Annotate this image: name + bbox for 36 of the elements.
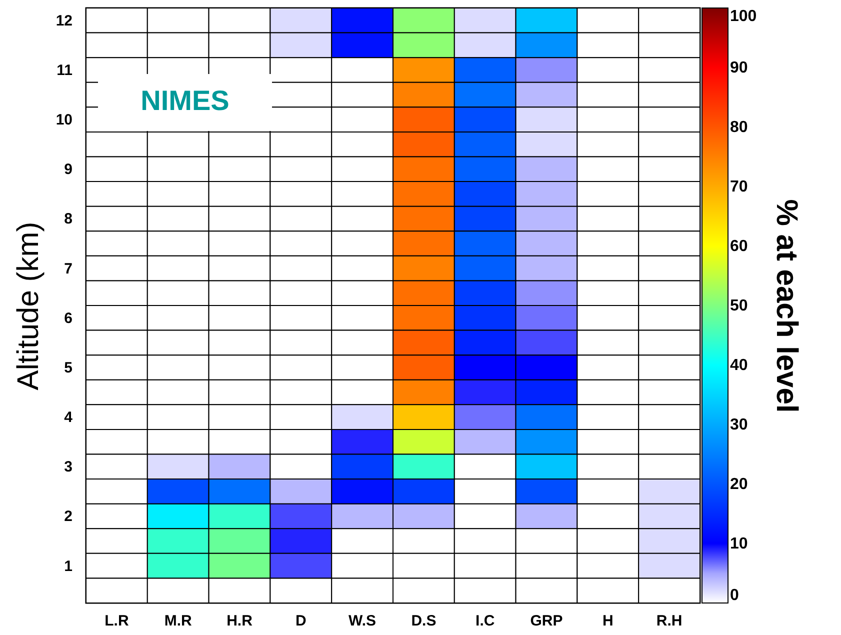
x-tick-label: H <box>602 612 614 630</box>
color-bar-label: 0 <box>730 587 739 604</box>
x-tick-label: L.R <box>104 612 129 630</box>
color-bar-label: 90 <box>730 60 748 76</box>
y-tick-label: 1 <box>64 558 72 575</box>
y-tick-label: 3 <box>64 458 72 476</box>
y-tick-label: 12 <box>56 12 72 30</box>
y-tick-label: 10 <box>56 112 72 129</box>
y-tick-label: 6 <box>64 310 72 327</box>
color-bar-title: % at each level <box>770 199 803 413</box>
color-bar-label: 20 <box>730 476 748 493</box>
color-bar-label: 100 <box>730 8 757 25</box>
y-tick-label: 11 <box>56 62 72 79</box>
y-tick-label: 7 <box>64 260 72 278</box>
x-tick-label: M.R <box>164 612 192 630</box>
y-tick-label: 9 <box>64 161 72 178</box>
color-bar-label: 30 <box>730 416 748 434</box>
x-tick-label: R.H <box>656 612 682 630</box>
x-tick-label: D <box>295 612 306 630</box>
y-tick-label: 5 <box>64 359 72 376</box>
color-bar-label: 40 <box>730 357 748 374</box>
x-tick-label: W.S <box>348 612 376 630</box>
x-tick-label: I.C <box>476 612 495 630</box>
x-tick-label: H.R <box>226 612 253 630</box>
color-bar-label: 80 <box>730 119 748 136</box>
annotation: NIMES <box>140 85 230 116</box>
color-bar-label: 60 <box>730 238 748 255</box>
x-tick-label: D.S <box>411 612 436 630</box>
y-tick-label: 4 <box>64 409 74 426</box>
y-tick-label: 2 <box>64 508 72 526</box>
y-axis-title: Altitude (km) <box>12 222 45 390</box>
color-bar-label: 10 <box>730 536 748 552</box>
color-bar-label: 50 <box>730 298 748 314</box>
color-bar-label: 70 <box>730 178 748 196</box>
x-tick-label: GRP <box>530 612 563 630</box>
y-tick-label: 8 <box>64 210 72 228</box>
